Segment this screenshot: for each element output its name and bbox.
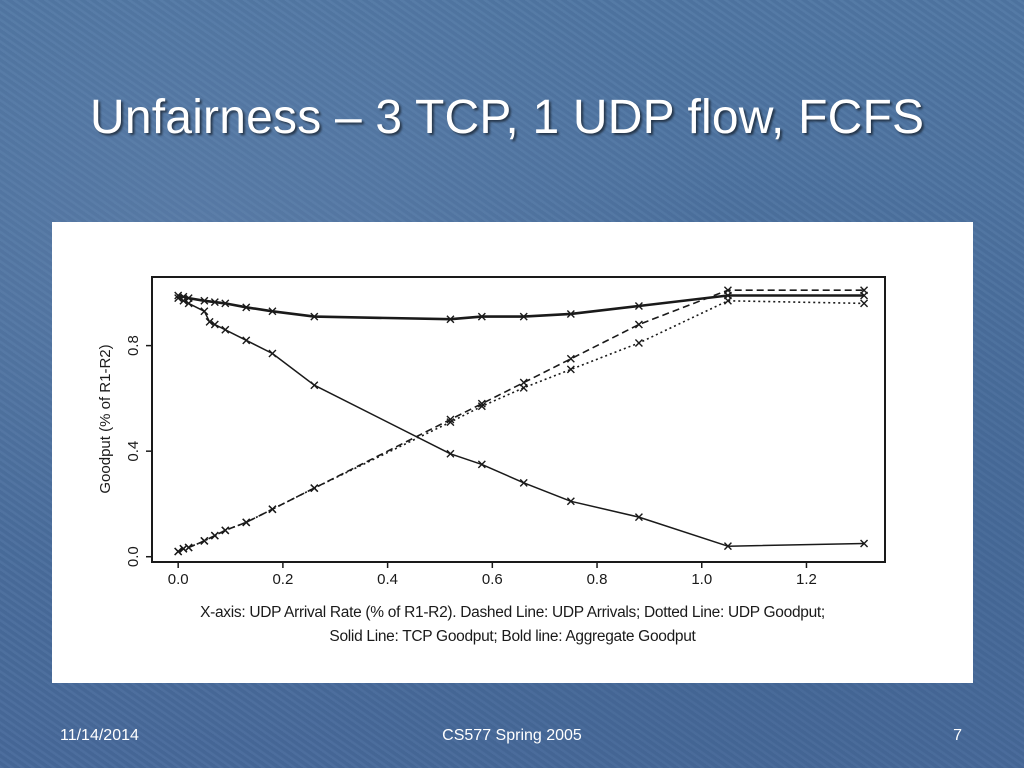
data-point-marker — [446, 315, 455, 324]
y-tick-label: 0.0 — [125, 546, 142, 567]
series-bold — [174, 291, 869, 324]
y-axis-label: Goodput (% of R1-R2) — [97, 344, 114, 493]
series-line-dotted — [177, 300, 865, 553]
footer-date: 11/14/2014 — [60, 727, 139, 744]
series-line-solid — [177, 297, 865, 547]
x-tick-label: 0.8 — [587, 571, 608, 588]
data-point-marker — [242, 336, 251, 345]
data-point-marker — [634, 338, 643, 347]
y-axis-label-group: Goodput (% of R1-R2) — [97, 344, 114, 493]
data-point-marker — [174, 547, 183, 556]
data-point-marker — [860, 299, 869, 308]
data-point-marker — [268, 307, 277, 316]
data-point-marker — [221, 526, 230, 535]
data-point-marker — [634, 320, 643, 329]
data-point-marker — [205, 317, 214, 326]
x-tick-label: 1.2 — [796, 571, 817, 588]
y-tick-label: 0.4 — [125, 441, 142, 462]
data-point-marker — [210, 320, 219, 329]
data-point-marker — [566, 354, 575, 363]
data-point-marker — [860, 291, 869, 300]
data-point-marker — [310, 381, 319, 390]
data-point-marker — [184, 294, 193, 303]
caption-line-1: X-axis: UDP Arrival Rate (% of R1-R2). D… — [200, 604, 825, 621]
data-point-marker — [519, 383, 528, 392]
series-line-dashed — [177, 289, 865, 553]
data-point-marker — [566, 497, 575, 506]
plot-frame — [151, 276, 886, 563]
data-point-marker — [723, 291, 732, 300]
x-tick-label: 0.6 — [482, 571, 503, 588]
data-point-marker — [477, 399, 486, 408]
caption-line-2: Solid Line: TCP Goodput; Bold line: Aggr… — [329, 628, 696, 645]
data-point-marker — [200, 307, 209, 316]
x-tick-label: 0.2 — [272, 571, 293, 588]
data-point-marker — [310, 312, 319, 321]
data-point-marker — [268, 505, 277, 514]
data-point-marker — [634, 302, 643, 311]
data-point-marker — [210, 531, 219, 540]
data-point-marker — [477, 402, 486, 411]
series-solid — [174, 294, 869, 551]
series-dotted — [174, 296, 869, 556]
x-tick-label: 0.4 — [377, 571, 398, 588]
data-point-marker — [477, 312, 486, 321]
y-tick-label: 0.8 — [125, 335, 142, 356]
data-point-marker — [268, 349, 277, 358]
x-tick-label: 0.0 — [168, 571, 189, 588]
data-point-marker — [446, 415, 455, 424]
data-point-marker — [477, 460, 486, 469]
data-point-marker — [242, 303, 251, 312]
data-point-marker — [446, 449, 455, 458]
data-point-marker — [723, 542, 732, 551]
data-point-marker — [566, 365, 575, 374]
data-point-marker — [566, 309, 575, 318]
data-point-marker — [242, 518, 251, 527]
data-point-marker — [519, 478, 528, 487]
data-point-marker — [519, 312, 528, 321]
data-point-marker — [210, 298, 219, 307]
series-layer — [174, 286, 869, 556]
data-point-marker — [446, 418, 455, 427]
data-point-marker — [200, 296, 209, 305]
data-point-marker — [221, 299, 230, 308]
slide-title: Unfairness – 3 TCP, 1 UDP flow, FCFS — [90, 91, 925, 144]
axis-ticks: 0.0 0.2 0.4 0.6 0.8 1.0 1.2 0.0 0.4 0.8 — [125, 335, 817, 588]
series-line-bold — [177, 294, 865, 321]
data-point-marker — [634, 513, 643, 522]
goodput-chart: Goodput (% of R1-R2) 0.0 0.2 0.4 0.6 0.8 1.0 1… — [97, 276, 886, 588]
x-tick-label: 1.0 — [691, 571, 712, 588]
data-point-marker — [221, 325, 230, 334]
series-dashed — [174, 286, 869, 556]
footer-page-number: 7 — [953, 727, 962, 744]
data-point-marker — [184, 543, 193, 552]
data-point-marker — [310, 484, 319, 493]
data-point-marker — [200, 536, 209, 545]
footer-course: CS577 Spring 2005 — [442, 727, 582, 744]
data-point-marker — [860, 539, 869, 548]
figure-panel: Goodput (% of R1-R2) 0.0 0.2 0.4 0.6 0.8 1.0 1… — [52, 222, 973, 683]
